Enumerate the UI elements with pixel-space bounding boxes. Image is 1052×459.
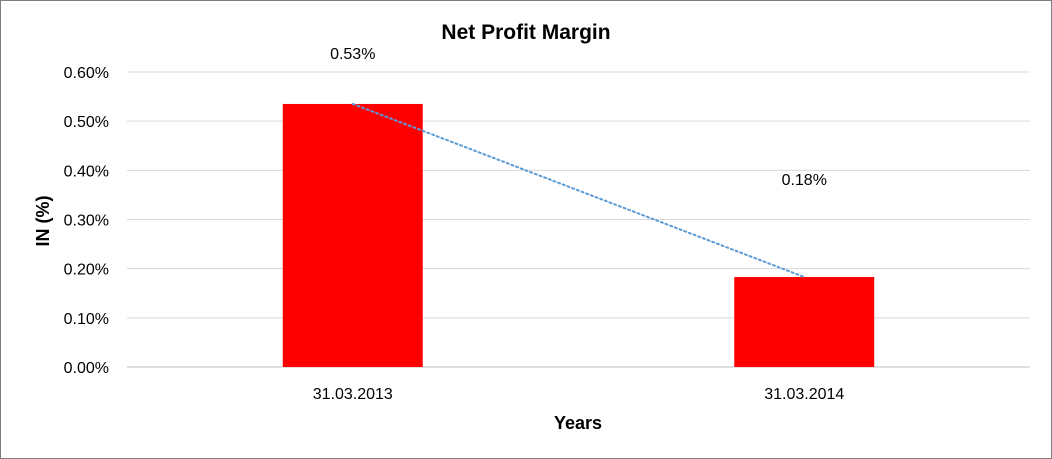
data-label: 0.18% [782,172,827,189]
y-tick-label: 0.60% [64,65,109,82]
x-axis-title: Years [554,413,602,433]
x-tick-label: 31.03.2013 [313,386,393,403]
y-tick-label: 0.30% [64,213,109,230]
y-tick-label: 0.00% [64,360,109,377]
y-tick-label: 0.20% [64,262,109,279]
y-axis-title: IN (%) [33,196,53,247]
y-tick-label: 0.50% [64,114,109,131]
chart-title: Net Profit Margin [441,21,610,44]
y-tick-label: 0.40% [64,163,109,180]
data-label: 0.53% [330,46,375,63]
trendline [351,102,806,279]
bar [734,277,875,367]
y-tick-label: 0.10% [64,311,109,328]
x-tick-label: 31.03.2014 [764,386,844,403]
bar [282,103,423,367]
